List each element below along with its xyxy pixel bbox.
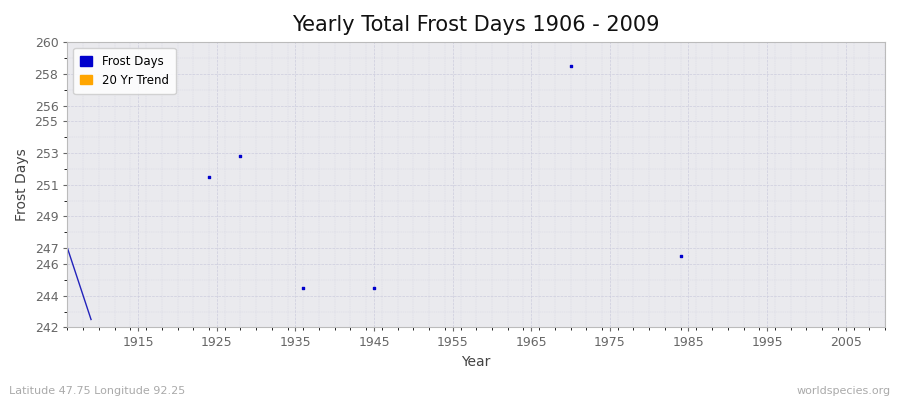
Title: Yearly Total Frost Days 1906 - 2009: Yearly Total Frost Days 1906 - 2009 — [292, 15, 660, 35]
Point — [233, 153, 248, 160]
Text: worldspecies.org: worldspecies.org — [796, 386, 891, 396]
Text: Latitude 47.75 Longitude 92.25: Latitude 47.75 Longitude 92.25 — [9, 386, 185, 396]
Legend: Frost Days, 20 Yr Trend: Frost Days, 20 Yr Trend — [74, 48, 176, 94]
Point — [202, 174, 216, 180]
Point — [563, 63, 578, 69]
Point — [367, 284, 382, 291]
Point — [673, 253, 688, 259]
Point — [296, 284, 310, 291]
X-axis label: Year: Year — [462, 355, 490, 369]
Y-axis label: Frost Days: Frost Days — [15, 148, 29, 221]
